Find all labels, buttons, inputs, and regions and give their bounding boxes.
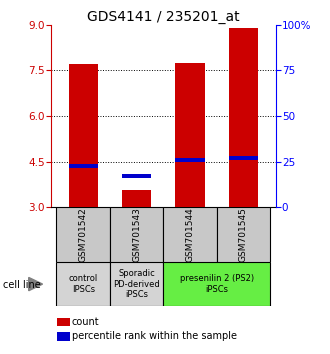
Bar — [56, 318, 70, 326]
Bar — [229, 156, 258, 160]
Bar — [110, 262, 163, 306]
Bar — [229, 28, 258, 207]
Text: presenilin 2 (PS2)
iPSCs: presenilin 2 (PS2) iPSCs — [180, 274, 254, 294]
Bar — [56, 207, 110, 262]
Text: GSM701545: GSM701545 — [239, 207, 248, 262]
Text: GSM701542: GSM701542 — [79, 207, 88, 262]
Bar — [56, 332, 70, 341]
Bar — [163, 207, 217, 262]
Bar — [69, 164, 98, 167]
Text: percentile rank within the sample: percentile rank within the sample — [72, 331, 237, 342]
Bar — [217, 207, 270, 262]
Bar — [175, 159, 205, 162]
Bar — [163, 262, 270, 306]
Text: cell line: cell line — [3, 280, 41, 290]
Bar — [122, 190, 151, 207]
Bar — [175, 63, 205, 207]
Text: count: count — [72, 317, 99, 327]
Bar — [110, 207, 163, 262]
Text: GSM701544: GSM701544 — [185, 207, 195, 262]
Text: GSM701543: GSM701543 — [132, 207, 141, 262]
Bar — [69, 64, 98, 207]
Bar — [56, 262, 110, 306]
Title: GDS4141 / 235201_at: GDS4141 / 235201_at — [87, 10, 240, 24]
Bar — [122, 174, 151, 178]
Text: control
IPSCs: control IPSCs — [69, 274, 98, 294]
Polygon shape — [29, 278, 43, 291]
Text: Sporadic
PD-derived
iPSCs: Sporadic PD-derived iPSCs — [113, 269, 160, 299]
